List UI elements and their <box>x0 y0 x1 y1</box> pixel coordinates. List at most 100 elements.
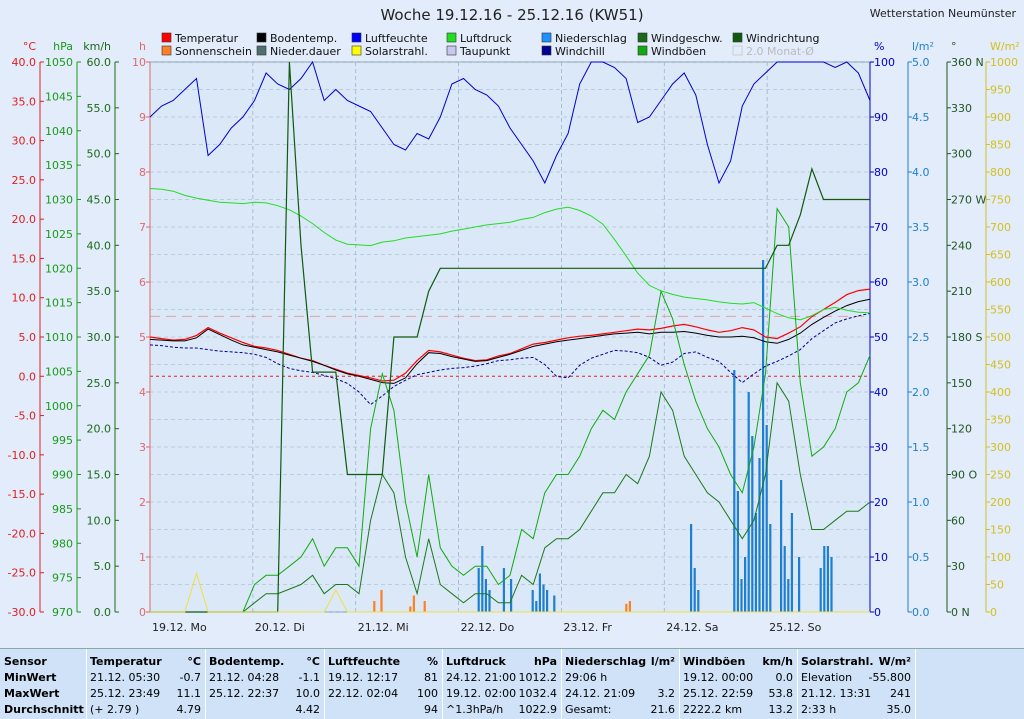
legend-label: Taupunkt <box>459 45 511 58</box>
x-tick-label: 25.12. So <box>769 621 821 634</box>
direction-axis-tick-label: 360 N <box>951 56 984 69</box>
humidity-axis-tick-label: 80 <box>874 166 888 179</box>
solar-axis-tick-label: 150 <box>990 524 1011 537</box>
precip-axis-tick-label: 5.0 <box>912 56 930 69</box>
stats-cell-value: 21.6 <box>650 703 676 716</box>
precip-bar <box>484 579 487 612</box>
direction-axis-tick-label: 150 <box>951 377 972 390</box>
wind-axis-unit: km/h <box>83 40 111 53</box>
stats-table: Sensor MinWert MaxWert Durchschnitt Temp… <box>0 648 1024 719</box>
temp-axis-unit: °C <box>23 40 37 53</box>
stats-cell-value: 53.8 <box>768 687 794 700</box>
legend-label: Luftdruck <box>460 32 512 45</box>
stats-row: 94 <box>328 702 438 718</box>
precip-bar <box>538 573 541 612</box>
series-line-solarstrahl <box>150 571 870 613</box>
direction-axis-tick-label: 90 O <box>951 469 977 482</box>
precip-axis-tick-label: 1.0 <box>912 496 930 509</box>
solar-axis-tick-label: 400 <box>990 386 1011 399</box>
sunshine-bar <box>409 606 412 612</box>
solar-axis-tick-label: 250 <box>990 469 1011 482</box>
precip-bar <box>790 513 793 612</box>
stats-cell-value: 35.0 <box>886 703 912 716</box>
series-line-windben <box>150 207 871 613</box>
temp-axis-tick-label: 35.0 <box>12 95 37 108</box>
sunshine-bar <box>373 601 376 612</box>
precip-bar <box>765 425 768 612</box>
stats-cell-value: 13.2 <box>768 703 794 716</box>
sunshine-bar <box>412 595 415 612</box>
stats-cell-value: 1012.2 <box>518 671 558 684</box>
pressure-axis-tick-label: 990 <box>52 469 73 482</box>
legend-swatch <box>256 32 267 43</box>
stats-cell-value: W/m² <box>878 655 911 668</box>
legend-swatch <box>351 32 362 43</box>
legend-label: Luftfeuchte <box>365 32 428 45</box>
solar-axis-tick-label: 350 <box>990 414 1011 427</box>
solar-axis-tick-label: 200 <box>990 496 1011 509</box>
stats-cell-label: 29:06 h <box>565 671 608 684</box>
stats-cell-label: 24.12. 21:00 <box>446 671 517 684</box>
series-line-temperatur <box>149 288 871 382</box>
stats-row: Gesamt: 21.6 <box>565 702 675 718</box>
stats-labels-column: Sensor MinWert MaxWert Durchschnitt <box>0 649 87 719</box>
legend-swatch <box>732 32 743 43</box>
legend-label: 2.0 Monat-Ø <box>746 45 814 58</box>
sunshine-bar <box>380 590 383 612</box>
solar-axis-tick-label: 300 <box>990 441 1011 454</box>
stats-cell-value: -0.7 <box>179 671 201 684</box>
stats-row: Elevation -55.800 <box>801 670 911 686</box>
stats-cell-value: 4.42 <box>295 703 321 716</box>
temp-axis-tick-label: 30.0 <box>12 135 37 148</box>
temp-axis-tick-label: 0.0 <box>19 370 37 383</box>
precip-bar <box>751 436 754 612</box>
precip-axis-tick-label: 3.0 <box>912 276 930 289</box>
stats-cell-value: 81 <box>424 671 438 684</box>
humidity-axis-tick-label: 10 <box>874 551 888 564</box>
solar-axis-tick-label: 800 <box>990 166 1011 179</box>
direction-axis-tick-label: 120 <box>951 423 972 436</box>
precip-axis-unit: l/m² <box>912 40 934 53</box>
stats-cell-value: 1032.4 <box>518 687 558 700</box>
humidity-axis-tick-label: 90 <box>874 111 888 124</box>
pressure-axis-tick-label: 1015 <box>45 297 73 310</box>
stats-row: Temperatur °C <box>90 654 201 670</box>
precip-bar <box>740 579 743 612</box>
legend-swatch <box>541 45 552 56</box>
hours-axis-tick-label: 8 <box>139 166 146 179</box>
stats-cell-value: hPa <box>533 655 557 668</box>
precip-bar <box>758 458 761 612</box>
direction-axis-tick-label: 240 <box>951 239 972 252</box>
hours-axis-tick-label: 1 <box>139 551 146 564</box>
legend-label: Sonnenschein <box>175 45 252 58</box>
sunshine-bar <box>625 603 628 612</box>
series-line-windgeschw <box>150 381 871 613</box>
stats-cell-label: 25.12. 22:59 <box>683 687 754 700</box>
wind-axis-tick-label: 10.0 <box>87 514 112 527</box>
precip-bar <box>553 595 556 612</box>
stats-row: 19.12. 12:17 81 <box>328 670 438 686</box>
stats-column-luftfeuchte: Luftfeuchte% 19.12. 12:17 81 22.12. 02:04 10… <box>324 649 443 719</box>
direction-axis-tick-label: 270 W <box>951 194 986 207</box>
temp-axis-tick-label: 25.0 <box>12 174 37 187</box>
precip-bar <box>488 590 491 612</box>
precip-bar <box>542 584 545 612</box>
hours-axis-tick-label: 6 <box>139 276 146 289</box>
legend-label: Solarstrahl. <box>365 45 428 58</box>
pressure-axis-unit: hPa <box>53 40 73 53</box>
stats-cell-value: 100 <box>417 687 438 700</box>
solar-axis-tick-label: 450 <box>990 359 1011 372</box>
pressure-axis-tick-label: 1050 <box>45 56 73 69</box>
pressure-axis-tick-label: 1030 <box>45 194 73 207</box>
stats-cell-label: Bodentemp. <box>209 655 285 668</box>
temp-axis-tick-label: -30.0 <box>8 606 36 619</box>
stats-column-bodentemp: Bodentemp. °C 21.12. 04:28 -1.1 25.12. 22:37… <box>205 649 325 719</box>
precip-axis-tick-label: 4.5 <box>912 111 930 124</box>
stats-cell-label: (+ 2.79 ) <box>90 703 140 716</box>
stats-row: 25.12. 23:49 11.1 <box>90 686 201 702</box>
stats-cell-label: 21.12. 05:30 <box>90 671 161 684</box>
legend-label: Bodentemp. <box>270 32 337 45</box>
precip-bar <box>780 480 783 612</box>
pressure-axis-tick-label: 1005 <box>45 365 73 378</box>
stats-cell-label: 2:33 h <box>801 703 837 716</box>
